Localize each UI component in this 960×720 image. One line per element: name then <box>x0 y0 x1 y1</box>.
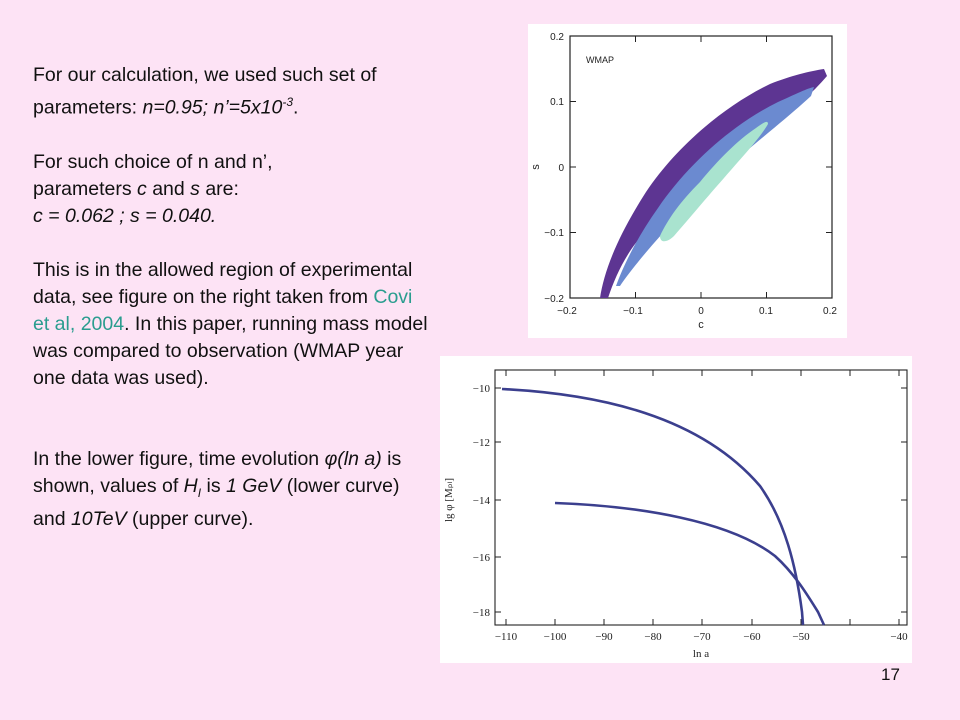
choice-parameters-text: parameters <box>33 177 138 200</box>
x-axis-label: ln a <box>693 648 709 660</box>
y-axis-label: lg φ [Mₚₗ] <box>443 478 455 522</box>
choice-c: c <box>137 177 147 200</box>
allowed-region-paragraph: This is in the allowed region of experim… <box>33 257 433 392</box>
y-tick-label: −0.2 <box>544 294 564 305</box>
slide-text: For our calculation, we used such set of… <box>33 62 433 533</box>
parameters-paragraph: For our calculation, we used such set of… <box>33 62 433 122</box>
x-tick-label: 0 <box>698 306 704 317</box>
y-tick-label: 0.1 <box>550 97 564 108</box>
upper-curve-10tev <box>501 387 805 626</box>
x-tick-label: −60 <box>743 631 761 643</box>
evolution-paragraph: In the lower figure, time evolution φ(ln… <box>33 446 433 534</box>
evolution-upper: (upper curve). <box>126 508 254 531</box>
contour-middle <box>616 87 814 286</box>
choice-are: are: <box>199 177 239 200</box>
evolution-is: is <box>201 474 227 497</box>
phi-symbol: φ(ln a) <box>324 447 382 470</box>
parameters-values: n=0.95; n’=5x10 <box>142 96 283 119</box>
evolution-figure: −110 −100 −90 −80 −70 −60 −50 −40 −10 −1… <box>440 356 912 663</box>
parameters-lead: For our calculation, we used such set of… <box>33 64 377 119</box>
choice-paragraph: For such choice of n and n’, parameters c… <box>33 149 433 230</box>
x-tick-label: −80 <box>644 631 662 643</box>
citation-link[interactable]: Covi et al, 2004 <box>33 285 413 335</box>
evolution-lower: (lower curve) and <box>33 474 400 531</box>
evolution-values-text: is shown, values of <box>33 447 402 497</box>
y-tick-label: −16 <box>473 552 491 564</box>
parameters-exponent: -3 <box>282 95 294 109</box>
y-tick-label: 0.2 <box>550 32 564 43</box>
x-tick-label: −70 <box>693 631 711 643</box>
lower-curve-1gev <box>554 501 826 626</box>
plot-frame <box>494 369 908 626</box>
allowed-region-text-end: . In this paper, running mass model was … <box>33 312 428 389</box>
choice-and: and <box>146 177 191 200</box>
y-tick-label: −0.1 <box>544 228 564 239</box>
choice-s: s <box>190 177 200 200</box>
evolution-text: In the lower figure, time evolution <box>33 447 325 470</box>
wmap-contour-svg: WMAP −0.2 −0.1 0 0.1 0.2 0.2 0.1 0 −0.1 … <box>530 32 837 331</box>
hubble-symbol: H <box>183 474 198 497</box>
x-tick-label: −50 <box>792 631 810 643</box>
legend-wmap: WMAP <box>586 55 614 65</box>
x-tick-label: −40 <box>890 631 908 643</box>
x-tick-label: −100 <box>544 631 567 643</box>
x-tick-label: −0.1 <box>623 306 643 317</box>
x-tick-label: −0.2 <box>557 306 577 317</box>
x-axis-label: c <box>698 319 704 331</box>
contour-inner <box>660 121 768 242</box>
hubble-subscript: I <box>197 485 202 500</box>
x-tick-label: −110 <box>495 631 518 643</box>
y-tick-label: −12 <box>473 437 490 449</box>
y-tick-label: −14 <box>473 495 491 507</box>
x-tick-label: 0.1 <box>759 306 773 317</box>
y-tick-label: −10 <box>473 383 491 395</box>
allowed-region-text: This is in the allowed region of experim… <box>33 258 413 308</box>
y-axis-label: s <box>530 164 542 170</box>
y-tick-label: 0 <box>558 163 564 174</box>
y-tick-label: −18 <box>473 607 491 619</box>
page-number: 17 <box>881 665 900 684</box>
wmap-contour-figure: WMAP −0.2 −0.1 0 0.1 0.2 0.2 0.1 0 −0.1 … <box>528 24 847 338</box>
parameters-end: . <box>293 96 299 119</box>
cs-values: c = 0.062 ; s = 0.040. <box>33 204 217 227</box>
x-tick-label: 0.2 <box>823 306 837 317</box>
choice-line: For such choice of n and n’, <box>33 150 273 173</box>
value-1gev: 1 GeV <box>226 474 282 497</box>
evolution-svg: −110 −100 −90 −80 −70 −60 −50 −40 −10 −1… <box>443 369 908 660</box>
value-10tev: 10TeV <box>70 508 127 531</box>
x-tick-label: −90 <box>595 631 613 643</box>
